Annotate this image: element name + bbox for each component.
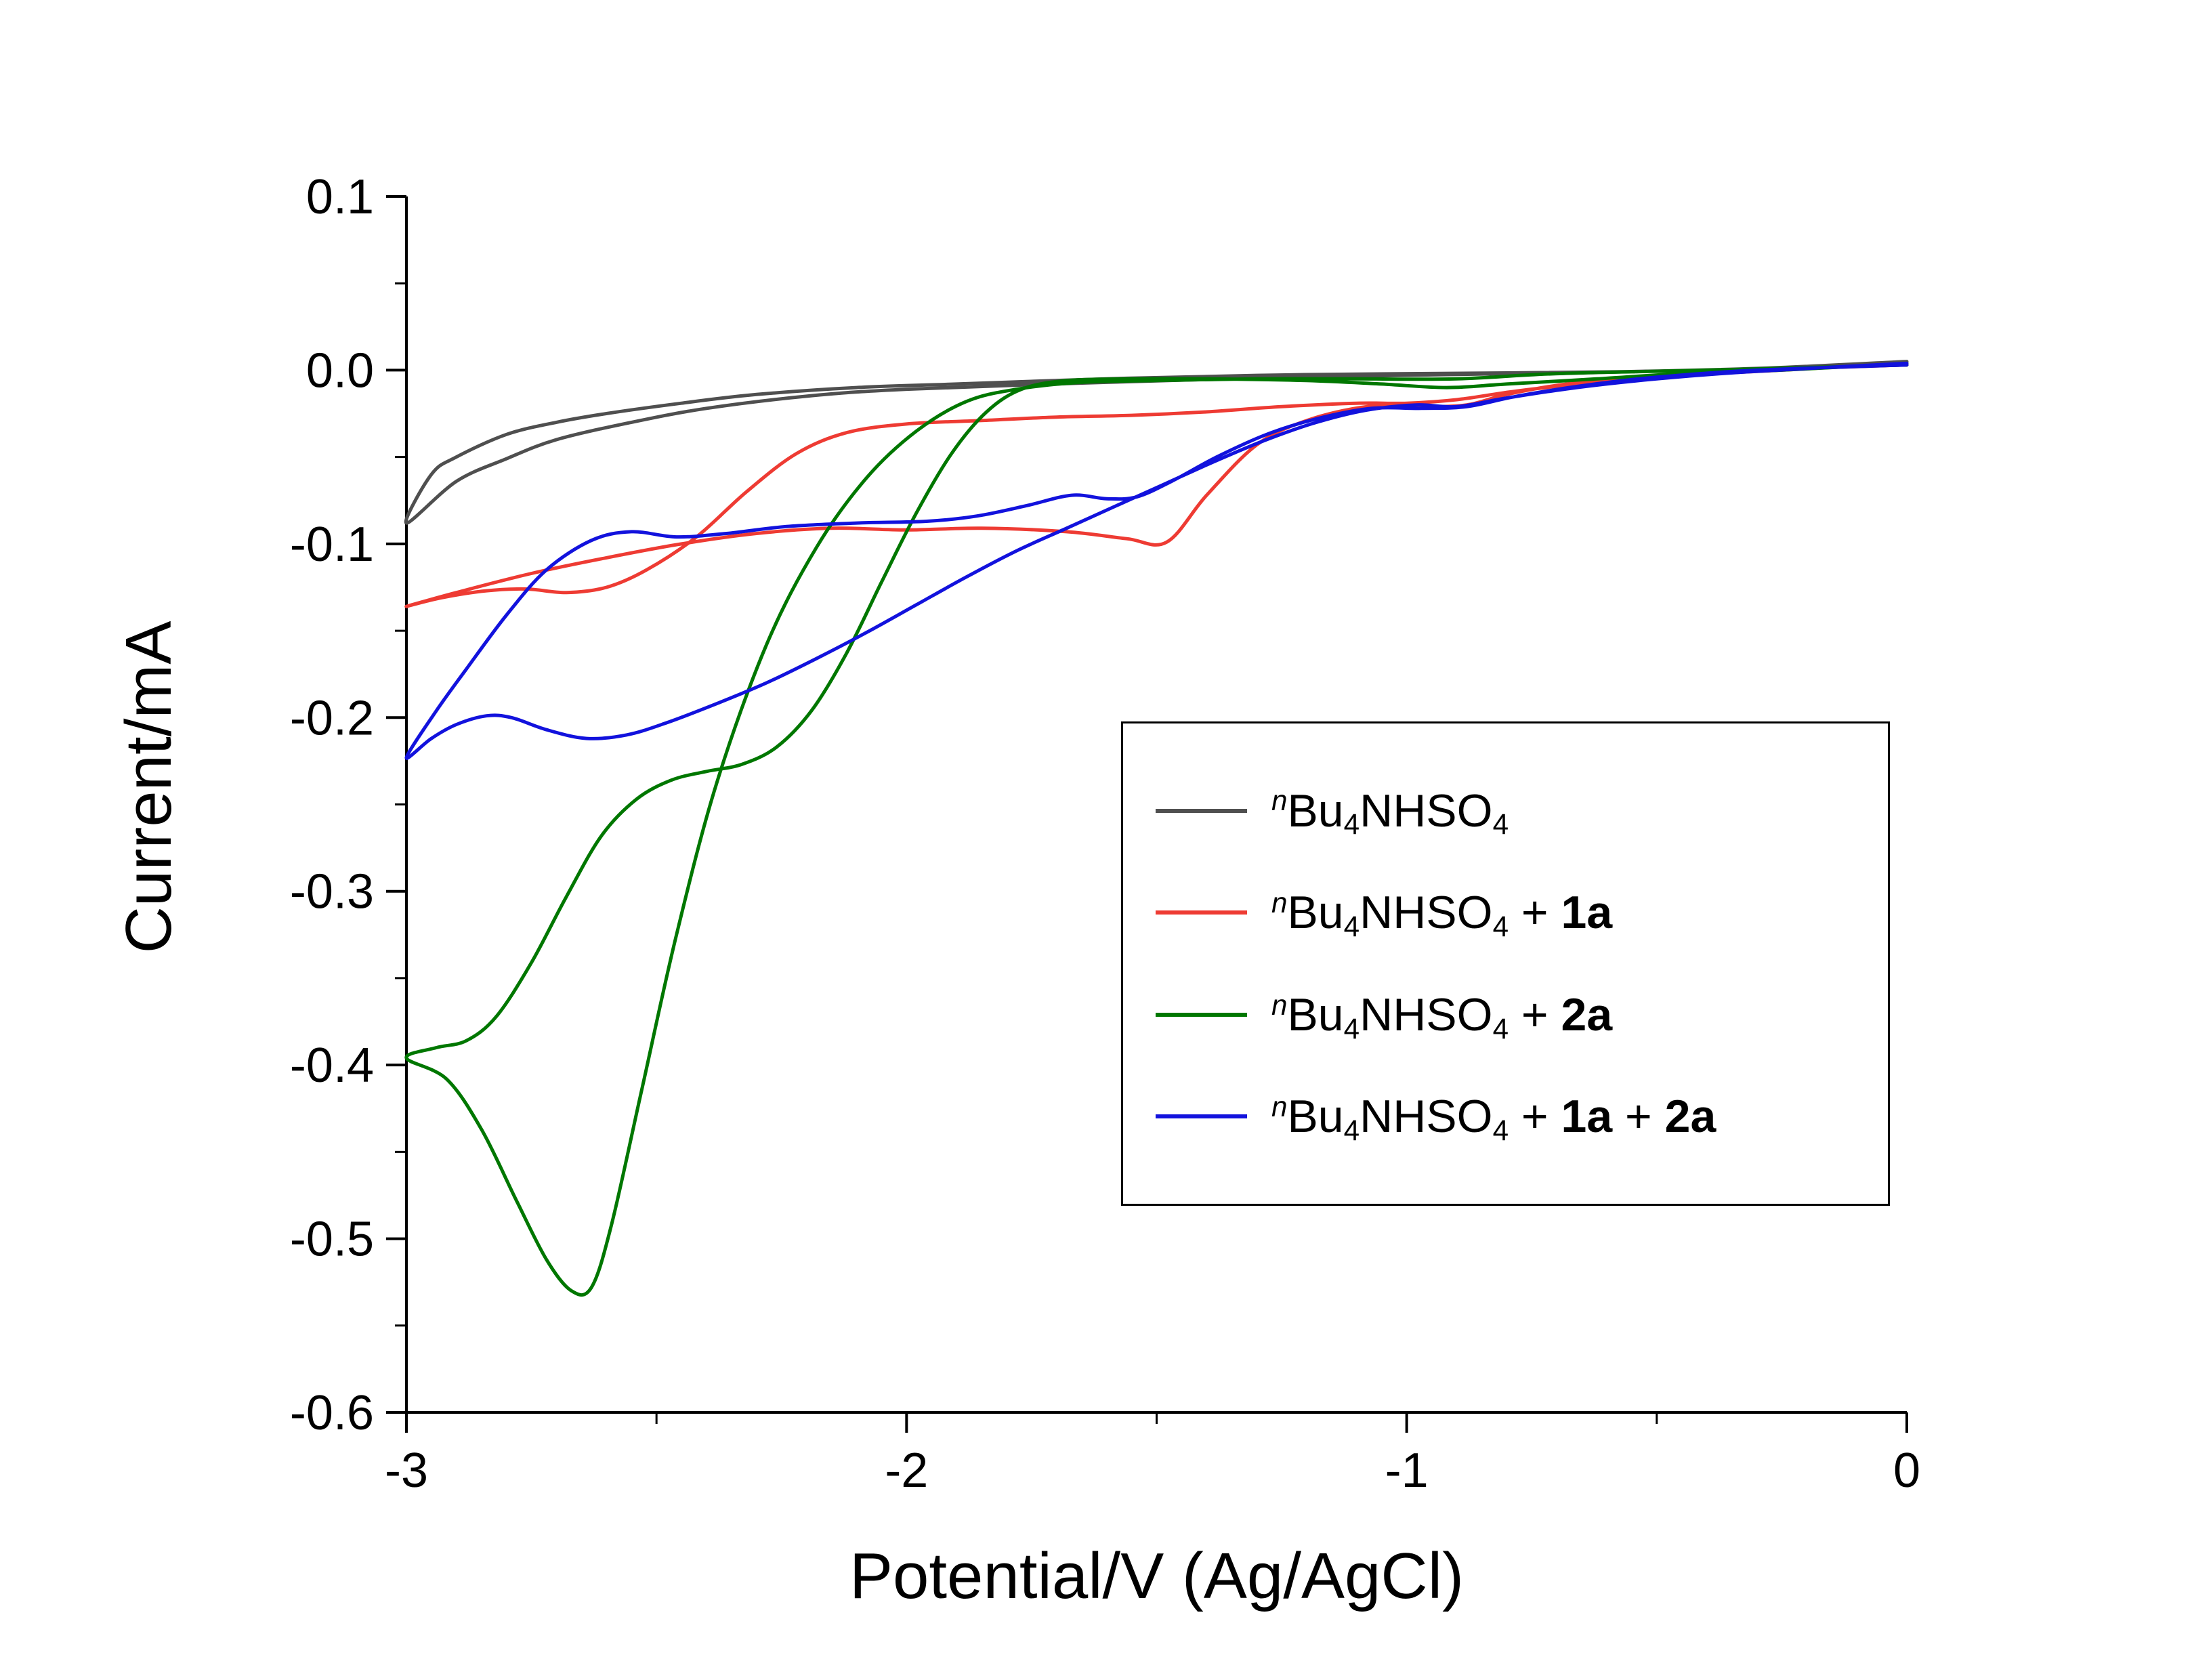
legend-item-1a-2a: nBu4NHSO4 + 1a + 2a — [1156, 1091, 1881, 1147]
legend-item-2a: nBu4NHSO4 + 2a — [1156, 988, 1881, 1045]
legend-item-label: nBu4NHSO4 + 2a — [1271, 988, 1613, 1045]
legend-line-sample — [1156, 910, 1247, 915]
y-tick-label: -0.1 — [290, 518, 374, 572]
legend: nBu4NHSO4 nBu4NHSO4 + 1a nBu4NHSO4 + 2a nBu… — [1121, 721, 1890, 1206]
y-tick-label: -0.5 — [290, 1213, 374, 1267]
legend-item-1a: nBu4NHSO4 + 1a — [1156, 887, 1881, 942]
legend-item-label: nBu4NHSO4 — [1271, 784, 1509, 841]
legend-item-label: nBu4NHSO4 + 1a — [1271, 887, 1613, 942]
y-tick-label: -0.4 — [290, 1038, 374, 1093]
x-tick-label: -3 — [385, 1444, 428, 1498]
y-tick-label: -0.6 — [290, 1386, 374, 1440]
legend-line-sample — [1156, 1114, 1247, 1119]
legend-item-label: nBu4NHSO4 + 1a + 2a — [1271, 1091, 1716, 1147]
y-tick-label: -0.3 — [290, 865, 374, 919]
x-tick-label: 0 — [1893, 1444, 1920, 1498]
x-tick-label: -1 — [1385, 1444, 1429, 1498]
curve-blank — [404, 360, 1909, 525]
y-tick-label: 0.1 — [306, 170, 374, 224]
legend-line-sample — [1156, 1012, 1247, 1017]
y-tick-label: -0.2 — [290, 691, 374, 745]
x-tick-label: -2 — [885, 1444, 928, 1498]
curve-1a — [404, 361, 1909, 608]
curve-1a-2a — [404, 361, 1909, 760]
legend-line-sample — [1156, 808, 1247, 813]
legend-item-blank: nBu4NHSO4 — [1156, 784, 1881, 841]
y-tick-label: 0.0 — [306, 343, 374, 398]
x-axis-title: Potential/V (Ag/AgCl) — [849, 1540, 1464, 1612]
curve-2a — [404, 361, 1909, 1297]
y-axis-title: Current/mA — [112, 621, 185, 954]
